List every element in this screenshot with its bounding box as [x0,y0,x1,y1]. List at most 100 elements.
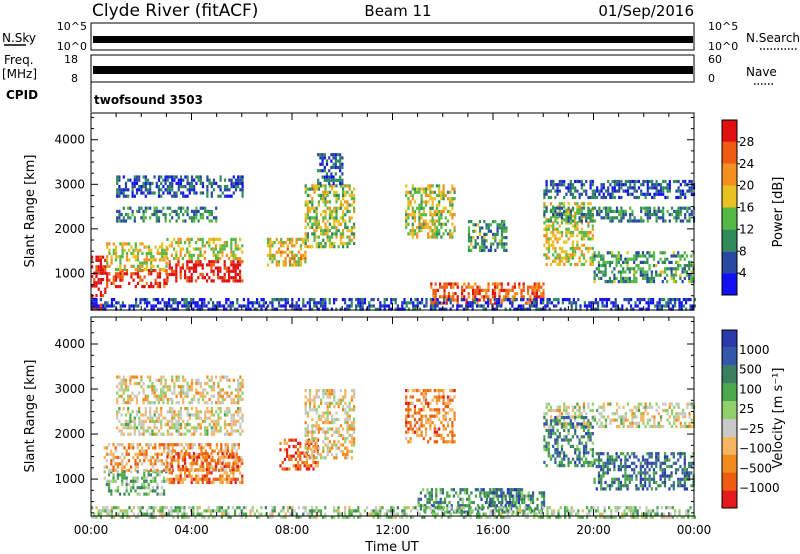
vel-cell [413,421,417,425]
power-cell [560,250,564,254]
vel-cell [422,395,425,399]
vel-cell [179,394,183,398]
power-cell [206,188,209,192]
power-cell [545,230,548,235]
vel-cell [145,476,148,480]
power-cell [614,298,617,302]
power-cell [326,238,329,242]
power-cell [634,304,637,308]
power-cell [106,275,109,279]
vel-cell [105,452,108,456]
power-cell [498,226,501,230]
vel-cell [105,479,108,483]
vel-cell [292,445,295,449]
power-cell [637,267,640,271]
vel-cell [313,430,316,434]
vel-cell [120,388,123,392]
vel-cell [326,446,329,450]
power-cell [635,195,638,200]
vel-cell [197,477,200,481]
vel-cell [164,423,167,427]
range-tick-label: 3000 [54,177,85,191]
power-cell [483,295,486,299]
power-cell [569,256,572,260]
power-cell [574,218,577,222]
power-cell [453,190,456,194]
vel-cell [120,385,123,389]
power-cell [622,216,625,220]
power-cell [607,213,610,217]
vel-cell [429,414,432,418]
power-cell [474,282,477,286]
vel-cell [190,381,194,386]
power-cell [277,247,281,251]
power-cell [440,216,443,220]
power-cell [277,260,281,264]
vel-cell [177,410,180,414]
vel-cell [171,397,174,402]
power-cell [637,219,641,223]
vel-cell [149,489,152,493]
power-cell [434,307,437,311]
power-cell [293,244,296,248]
velocity-panel: 00:00 04:00 08:00 12:00 16:00 20:00 00:00 1000… [23,316,711,554]
power-cell [685,270,689,274]
power-cell [604,260,607,264]
power-cell [300,307,303,311]
power-cell [121,304,124,308]
vel-cell [170,477,173,481]
power-cell [646,189,649,193]
vel-cell [165,446,168,450]
power-cell [603,304,606,308]
power-cell [547,240,550,244]
vel-cell [405,424,408,428]
power-cell [602,264,605,268]
power-cell [653,206,656,210]
power-cell [619,264,623,268]
vel-cell [189,462,192,466]
power-cell [245,307,248,311]
power-cell [97,268,100,272]
power-cell [319,169,322,173]
power-cell [210,181,213,185]
vel-cell [114,479,117,483]
power-heatmap-cells [91,153,696,311]
vel-cell [416,433,419,437]
power-cell [322,238,325,242]
power-cell [678,298,681,302]
vel-cell [127,394,130,398]
velocity-heatmap-cells [91,375,696,519]
power-cell [357,301,360,305]
power-cell [173,191,176,195]
power-cell [683,257,686,261]
vel-cell [112,452,115,456]
vel-cell [190,407,194,411]
power-cell [607,216,610,220]
power-cell [128,304,131,308]
vel-cell [190,378,194,382]
power-cell [663,267,667,271]
vel-cell [240,462,243,466]
vel-cell [108,482,111,487]
power-cell [602,183,605,187]
vel-cell [199,416,202,420]
vel-cell [166,455,169,459]
power-cell [666,280,669,284]
vel-cell [120,381,123,386]
power-cell [429,190,432,194]
power-cell [219,185,222,189]
vel-cell [110,462,113,466]
power-cell [317,153,320,157]
vel-cell [210,394,213,398]
power-cell [416,190,419,194]
vel-cell [292,438,295,442]
power-cell [574,202,577,206]
vel-cell [320,417,323,421]
vel-cell [154,489,157,493]
vel-cell [118,429,121,433]
vel-cell [228,385,231,389]
power-cell [554,213,557,217]
power-cell [637,254,640,258]
power-cell [241,260,244,264]
power-cell [119,307,122,311]
